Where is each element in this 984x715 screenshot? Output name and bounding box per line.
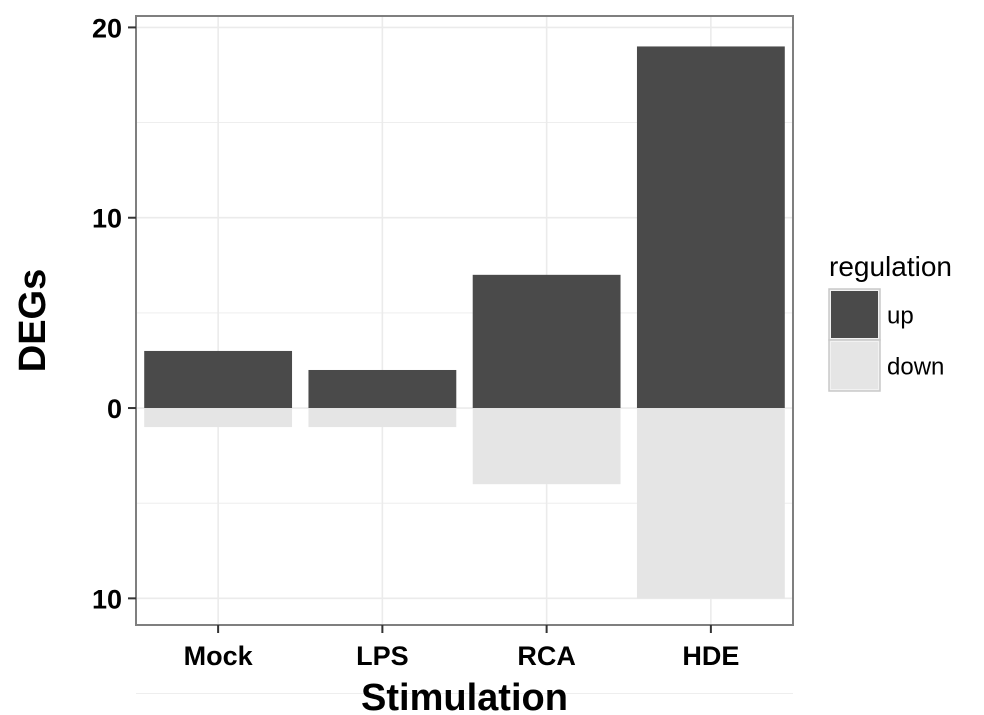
x-tick-label-lps: LPS [356,641,409,671]
y-tick-label: 10 [92,584,122,614]
x-tick-label-rca: RCA [517,641,576,671]
panel-border [135,15,794,626]
bar-up-rca [472,274,621,409]
legend-label-down: down [887,354,944,381]
y-axis: 20 10 0 10 [92,13,136,614]
legend-label-up: up [887,303,914,330]
bar-down-rca [472,408,621,485]
x-tick-label-mock: Mock [184,641,254,671]
bars [144,46,785,599]
legend: regulation up down [828,251,952,392]
bar-up-hde [636,46,785,409]
y-tick-label: 20 [92,13,122,43]
legend-title: regulation [829,251,952,282]
bar-up-lps [308,369,457,409]
legend-swatch-down [831,342,878,389]
x-axis-title: Stimulation [361,677,568,715]
bar-down-lps [308,408,457,428]
legend-items: up down [828,288,944,392]
y-axis-title: DEGs [12,269,54,372]
legend-swatch-up [831,291,878,338]
bar-up-mock [144,350,293,409]
y-tick-label: 10 [92,204,122,234]
bar-down-hde [636,408,785,599]
x-axis: Mock LPS RCA HDE [184,625,739,671]
bar-down-mock [144,408,293,428]
y-tick-label: 0 [107,394,122,424]
x-tick-label-hde: HDE [682,641,739,671]
